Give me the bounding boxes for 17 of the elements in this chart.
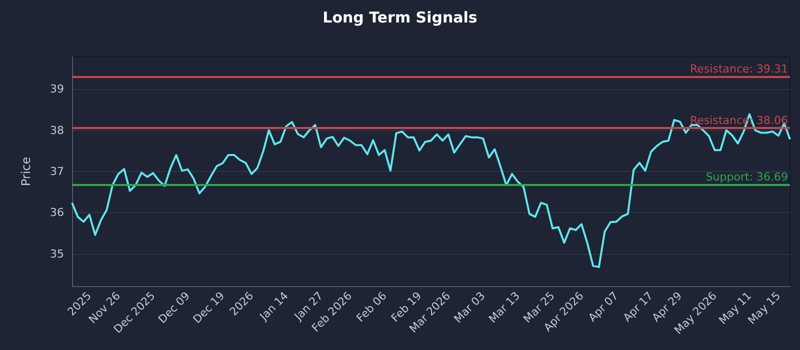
line-series — [71, 113, 791, 268]
y-tick-label: 38 — [50, 124, 64, 137]
y-tick-label: 37 — [50, 165, 64, 178]
x-tick-label: Dec 09 — [156, 289, 192, 326]
y-tick-label: 36 — [50, 206, 64, 220]
x-tick-label: Apr 07 — [586, 289, 621, 324]
x-tick-label: Mar 03 — [452, 289, 488, 326]
x-tick-label: Mar 13 — [486, 289, 522, 326]
y-tick-label: 39 — [50, 82, 64, 96]
ref-line-label: Support: 36.69 — [706, 170, 788, 184]
chart-title: Long Term Signals — [322, 8, 478, 26]
x-tick-label: Feb 06 — [354, 289, 390, 325]
y-axis-title: Price — [19, 156, 33, 186]
x-tick-label: Dec 19 — [190, 289, 228, 326]
ref-line-label: Resistance: 39.31 — [690, 62, 788, 76]
x-tick-label: Jan 14 — [256, 289, 291, 324]
y-tick-label: 35 — [50, 247, 64, 260]
